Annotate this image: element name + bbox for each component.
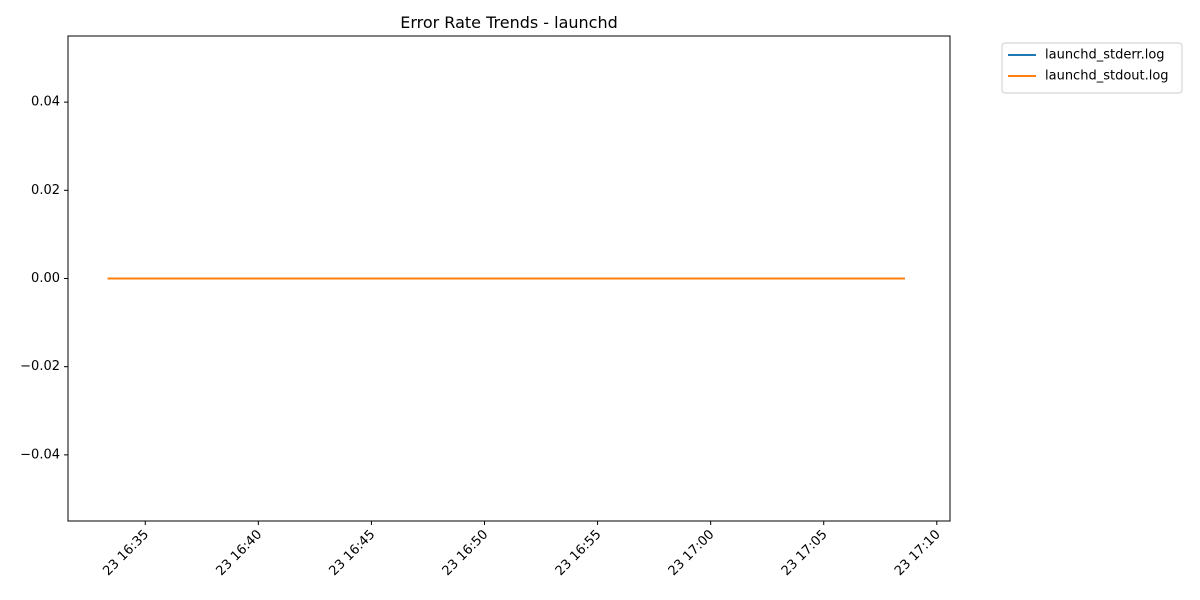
y-tick-label: −0.04 (20, 447, 60, 462)
x-tick-label: 23 16:40 (213, 527, 265, 579)
x-tick-label: 23 17:05 (779, 527, 831, 579)
x-tick-label: 23 16:55 (553, 527, 605, 579)
legend: launchd_stderr.log launchd_stdout.log (1001, 42, 1183, 94)
legend-label: launchd_stderr.log (1045, 48, 1165, 63)
x-tick-label: 23 16:35 (100, 527, 152, 579)
x-tick-label: 23 16:50 (440, 527, 492, 579)
y-tick-label: 0.00 (31, 271, 60, 286)
y-tick-label: 0.04 (31, 95, 60, 110)
y-tick-label: −0.02 (20, 359, 60, 374)
x-axis: 23 16:35 23 16:40 23 16:45 23 16:50 23 16:55… (100, 521, 944, 579)
legend-label: launchd_stdout.log (1045, 69, 1169, 84)
chart-title: Error Rate Trends - launchd (400, 13, 618, 32)
x-tick-label: 23 17:10 (892, 527, 944, 579)
x-tick-label: 23 17:00 (666, 527, 718, 579)
legend-box (1001, 42, 1183, 94)
y-tick-label: 0.02 (31, 183, 60, 198)
y-axis: −0.04 −0.02 0.00 0.02 0.04 (20, 95, 68, 462)
x-tick-label: 23 16:45 (327, 527, 379, 579)
